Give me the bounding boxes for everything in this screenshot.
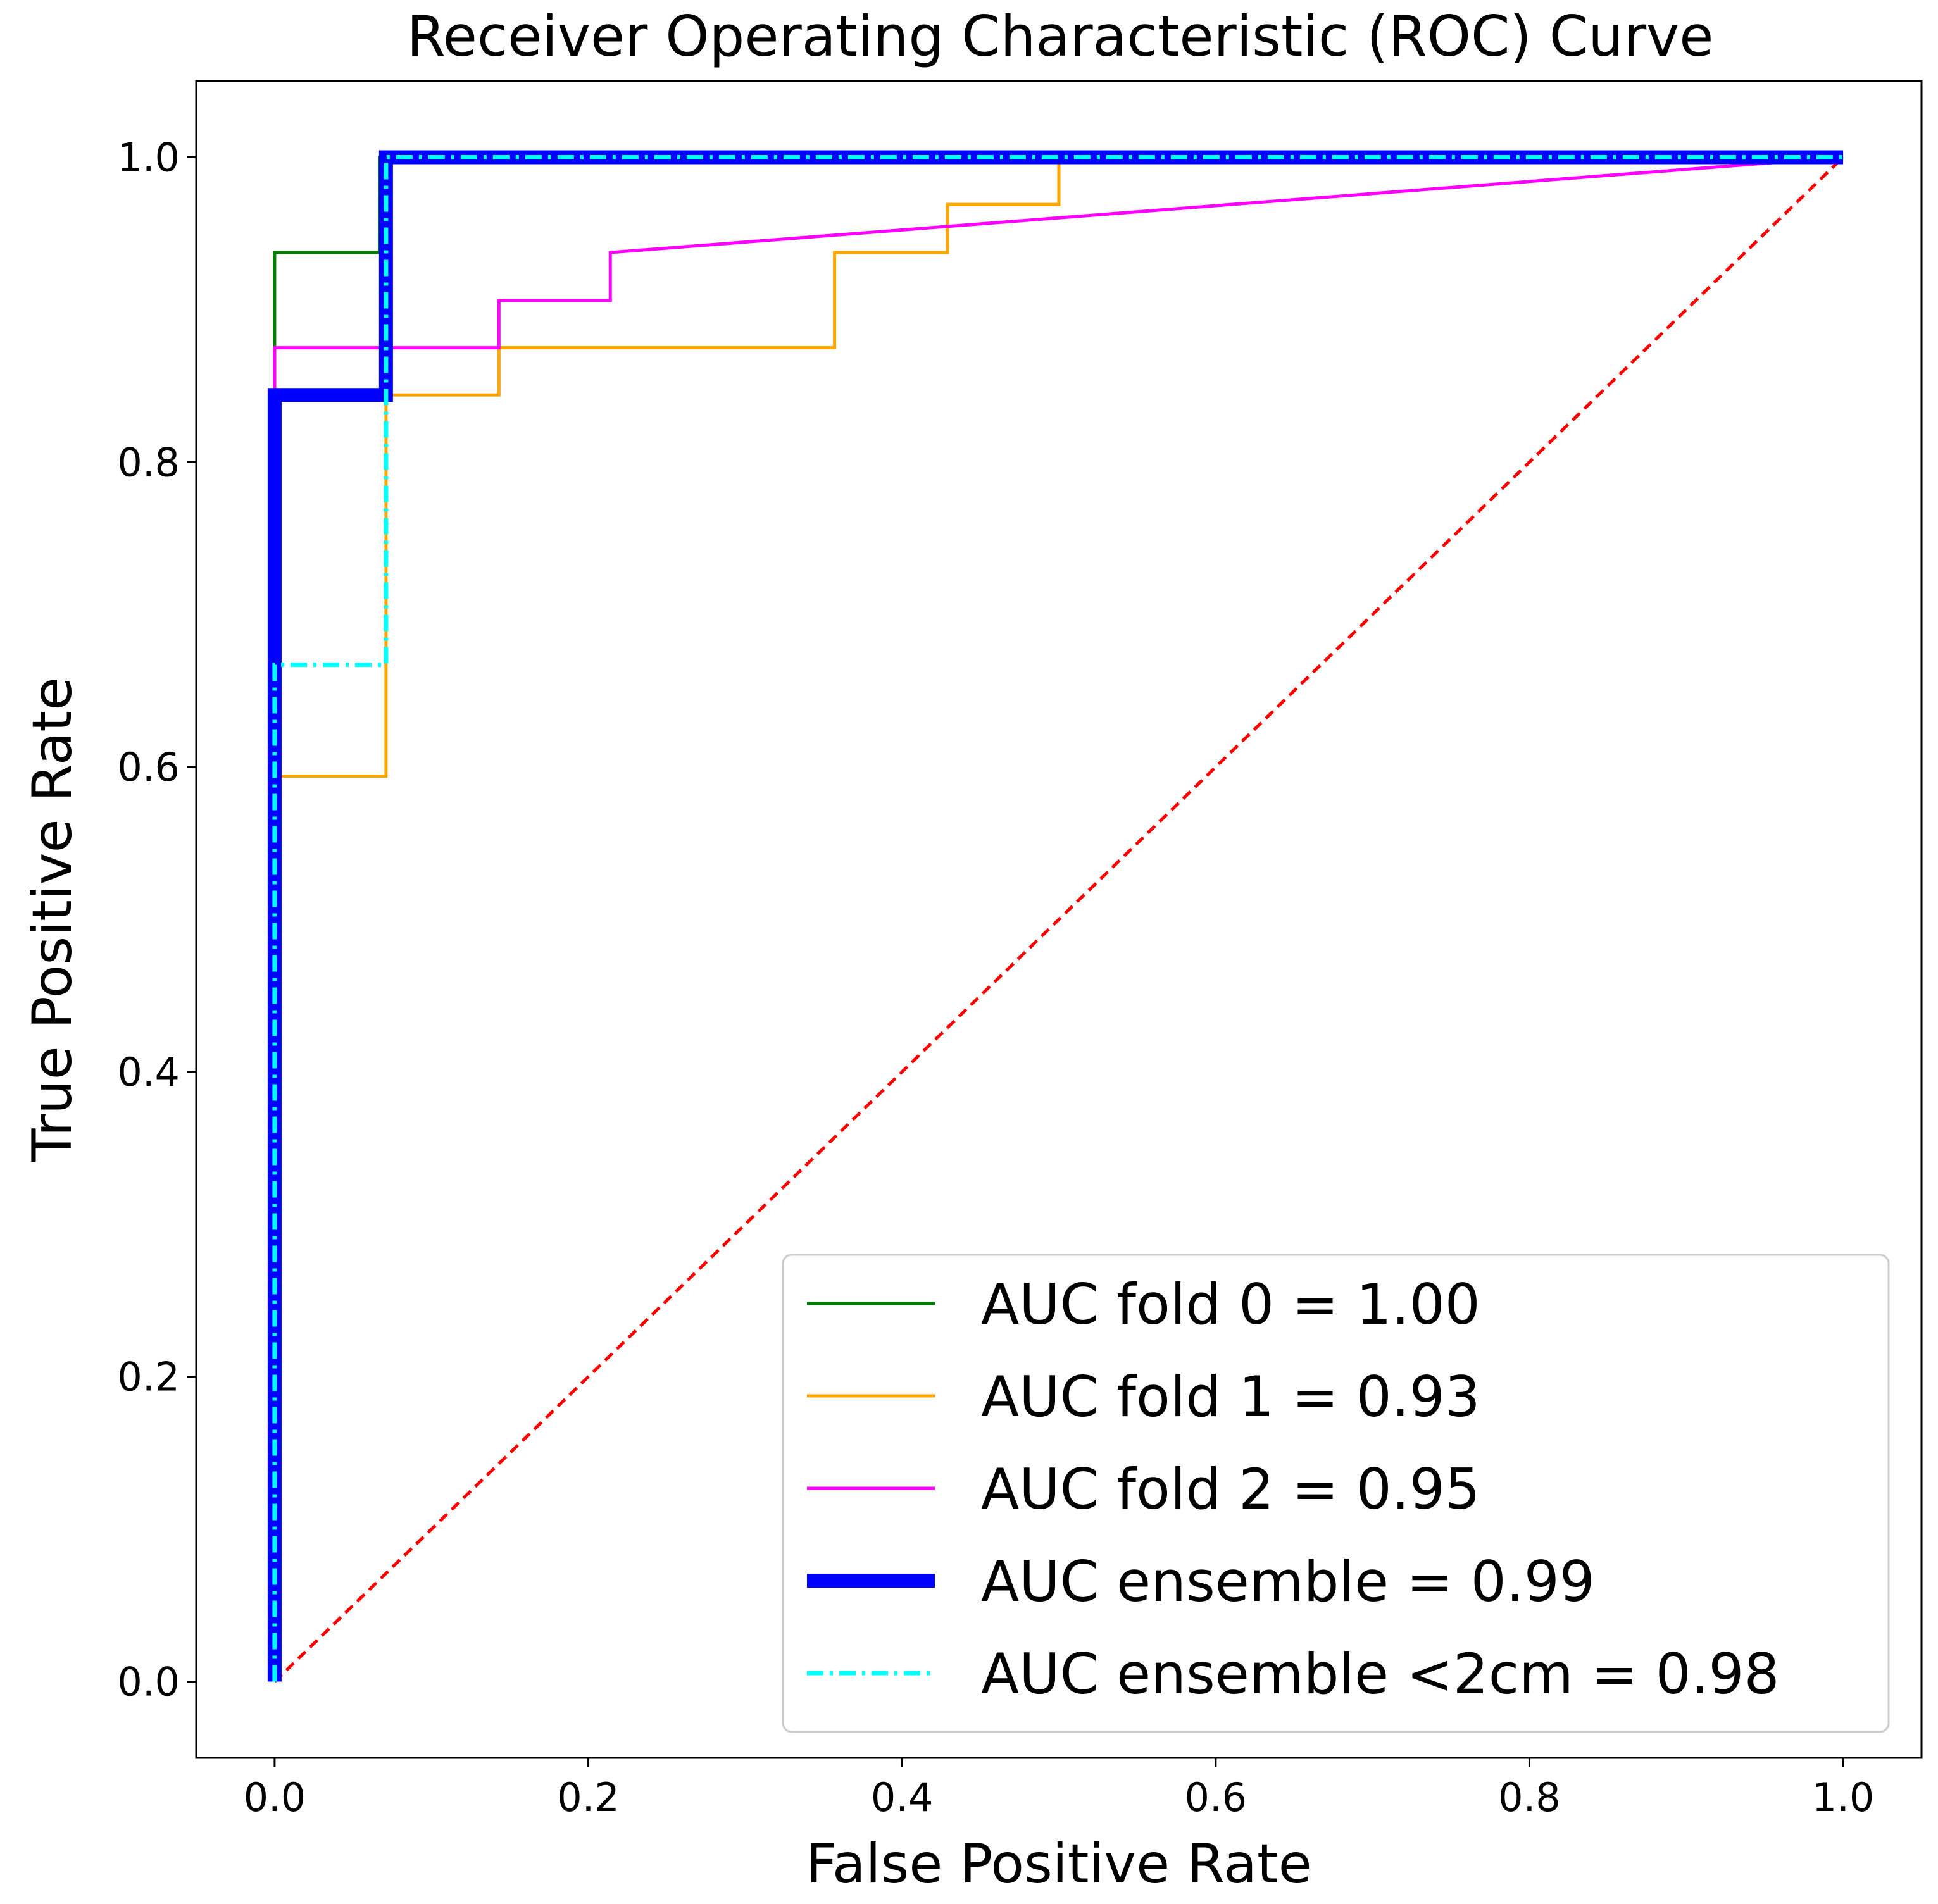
legend: AUC fold 0 = 1.00 AUC fold 1 = 0.93 AUC fo… — [782, 1254, 1890, 1733]
x-tick-label: 0.4 — [871, 1774, 934, 1820]
y-tick-label: 0.0 — [117, 1659, 180, 1705]
y-tick-label: 1.0 — [117, 134, 180, 180]
series-line-1 — [273, 155, 1844, 1682]
reference-diagonal-line — [273, 156, 1844, 1683]
legend-label: AUC ensemble = 0.99 — [981, 1549, 1595, 1614]
y-tick-label: 0.4 — [117, 1049, 180, 1095]
x-tick-label: 0.8 — [1498, 1774, 1561, 1820]
chart-title: Receiver Operating Characteristic (ROC) … — [407, 4, 1714, 69]
x-tick-label: 0.2 — [557, 1774, 620, 1820]
x-axis-label: False Positive Rate — [806, 1832, 1311, 1896]
series-line-2 — [273, 155, 1844, 1682]
x-tick-label: 0.6 — [1185, 1774, 1247, 1820]
y-tick-label: 0.6 — [117, 744, 180, 790]
plot-frame — [195, 80, 1923, 1759]
legend-label: AUC fold 2 = 0.95 — [981, 1457, 1480, 1522]
legend-label: AUC fold 1 = 0.93 — [981, 1364, 1480, 1429]
legend-box — [782, 1254, 1890, 1733]
x-tick-label: 0.0 — [244, 1774, 306, 1820]
legend-label: AUC ensemble <2cm = 0.98 — [981, 1641, 1780, 1707]
x-tick-label: 1.0 — [1812, 1774, 1875, 1820]
legend-label: AUC fold 0 = 1.00 — [981, 1272, 1480, 1337]
y-tick-label: 0.8 — [117, 439, 180, 485]
y-axis-label: True Positive Rate — [21, 677, 84, 1162]
series-line-4 — [272, 154, 1844, 1682]
y-tick-label: 0.2 — [117, 1354, 180, 1400]
